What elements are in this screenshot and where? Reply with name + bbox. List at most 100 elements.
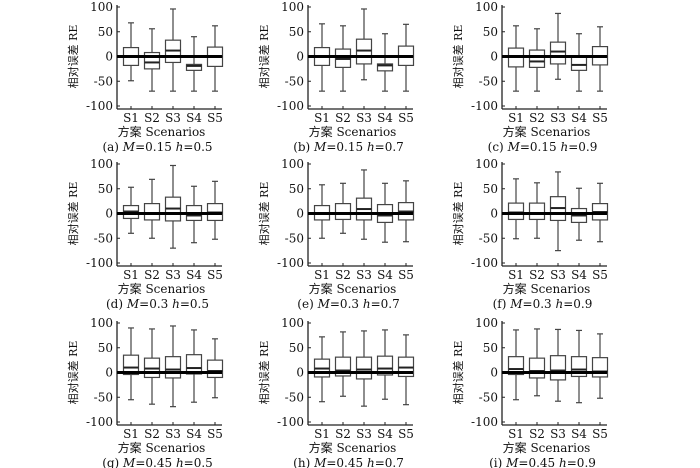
x-axis-label: 方案 Scenarios [309, 440, 397, 455]
x-tick-label: S1 [123, 268, 139, 282]
x-axis-label: 方案 Scenarios [503, 124, 591, 139]
box-S1 [313, 336, 331, 403]
box-S1 [507, 329, 525, 401]
box-S2 [528, 28, 546, 92]
y-tick-label: 50 [289, 341, 304, 355]
caption-text: (g) [102, 456, 123, 468]
y-tick-label: 100 [90, 157, 113, 171]
box-S1 [122, 22, 140, 82]
caption-text: =0.9 [563, 297, 592, 311]
x-axis-label: 方案 Scenarios [118, 124, 206, 139]
panel-caption: (c) M=0.15 h=0.9 [488, 140, 598, 154]
caption-symbol: M [313, 140, 327, 154]
box-S2 [143, 178, 161, 239]
caption-text: =0.9 [567, 456, 596, 468]
x-tick-label: S5 [592, 268, 608, 282]
x-tick-label: S5 [592, 427, 608, 441]
caption-text: (i) [489, 456, 506, 468]
x-axis-label: 方案 Scenarios [503, 281, 591, 296]
x-axis-label: 方案 Scenarios [118, 440, 206, 455]
x-tick-label: S1 [314, 427, 330, 441]
box-iqr [185, 63, 203, 71]
box-S3 [164, 325, 182, 408]
y-tick-label: 50 [98, 341, 113, 355]
box-S2 [528, 328, 546, 397]
caption-text: (c) [488, 140, 508, 154]
x-tick-label: S3 [550, 427, 566, 441]
caption-symbol: h [560, 140, 568, 154]
caption-symbol: h [176, 140, 184, 154]
x-tick-label: S3 [356, 427, 372, 441]
x-tick-label: S4 [571, 427, 587, 441]
y-tick-label: 100 [475, 0, 498, 14]
box-iqr [528, 202, 546, 221]
caption-symbol: h [556, 297, 564, 311]
box-iqr [549, 41, 567, 65]
y-tick-label: -50 [285, 390, 304, 404]
caption-text: (a) [102, 140, 122, 154]
y-tick-label: 100 [475, 157, 498, 171]
caption-symbol: M [126, 297, 140, 311]
x-tick-label: S2 [529, 111, 545, 125]
y-tick-label: 100 [281, 316, 304, 330]
caption-text: (h) [293, 456, 314, 468]
y-tick-label: 0 [105, 207, 113, 221]
x-tick-label: S4 [571, 268, 587, 282]
x-tick-label: S5 [207, 111, 223, 125]
caption-symbol: M [122, 456, 136, 468]
caption-text: =0.5 [184, 456, 213, 468]
y-tick-label: 50 [98, 182, 113, 196]
x-tick-label: S2 [529, 427, 545, 441]
caption-text: (f) [493, 297, 511, 311]
box-S4 [376, 329, 394, 400]
box-S1 [122, 327, 140, 401]
caption-symbol: M [507, 140, 521, 154]
x-axis-label: 方案 Scenarios [503, 440, 591, 455]
y-tick-label: 100 [90, 0, 113, 14]
box-iqr [528, 49, 546, 68]
caption-text: =0.45 [326, 456, 367, 468]
box-iqr [528, 357, 546, 379]
panel-caption: (b) M=0.15 h=0.7 [293, 140, 404, 154]
x-tick-label: S2 [144, 427, 160, 441]
x-tick-label: S4 [186, 268, 202, 282]
x-tick-label: S1 [314, 268, 330, 282]
box-iqr [376, 63, 394, 72]
panel-caption: (a) M=0.15 h=0.5 [102, 140, 212, 154]
y-tick-label: -50 [94, 74, 113, 88]
box-S5 [206, 25, 224, 92]
x-tick-label: S5 [207, 268, 223, 282]
box-S2 [528, 182, 546, 239]
panel-caption: (f) M=0.3 h=0.9 [493, 297, 593, 311]
x-tick-label: S4 [186, 111, 202, 125]
box-S2 [334, 25, 352, 92]
box-iqr [143, 203, 161, 221]
panel-caption: (d) M=0.3 h=0.5 [106, 297, 209, 311]
box-S3 [355, 169, 373, 240]
x-tick-label: S2 [335, 111, 351, 125]
caption-text: =0.3 [523, 297, 556, 311]
x-tick-label: S2 [144, 111, 160, 125]
caption-symbol: M [122, 140, 136, 154]
y-axis-label: 相对误差 RE [451, 25, 465, 89]
box-S4 [185, 36, 203, 92]
y-tick-label: -100 [471, 99, 498, 113]
caption-text: (e) [297, 297, 317, 311]
box-S5 [397, 334, 415, 406]
x-tick-label: S2 [529, 268, 545, 282]
box-S1 [507, 25, 525, 92]
caption-symbol: h [367, 456, 375, 468]
caption-symbol: h [363, 297, 371, 311]
box-iqr [122, 354, 140, 376]
x-tick-label: S5 [398, 111, 414, 125]
x-tick-label: S4 [186, 427, 202, 441]
box-S3 [355, 8, 373, 81]
box-S2 [334, 182, 352, 234]
panel-caption: (i) M=0.45 h=0.9 [489, 456, 596, 468]
x-tick-label: S2 [335, 268, 351, 282]
caption-text: =0.15 [135, 140, 176, 154]
box-S1 [313, 184, 331, 239]
